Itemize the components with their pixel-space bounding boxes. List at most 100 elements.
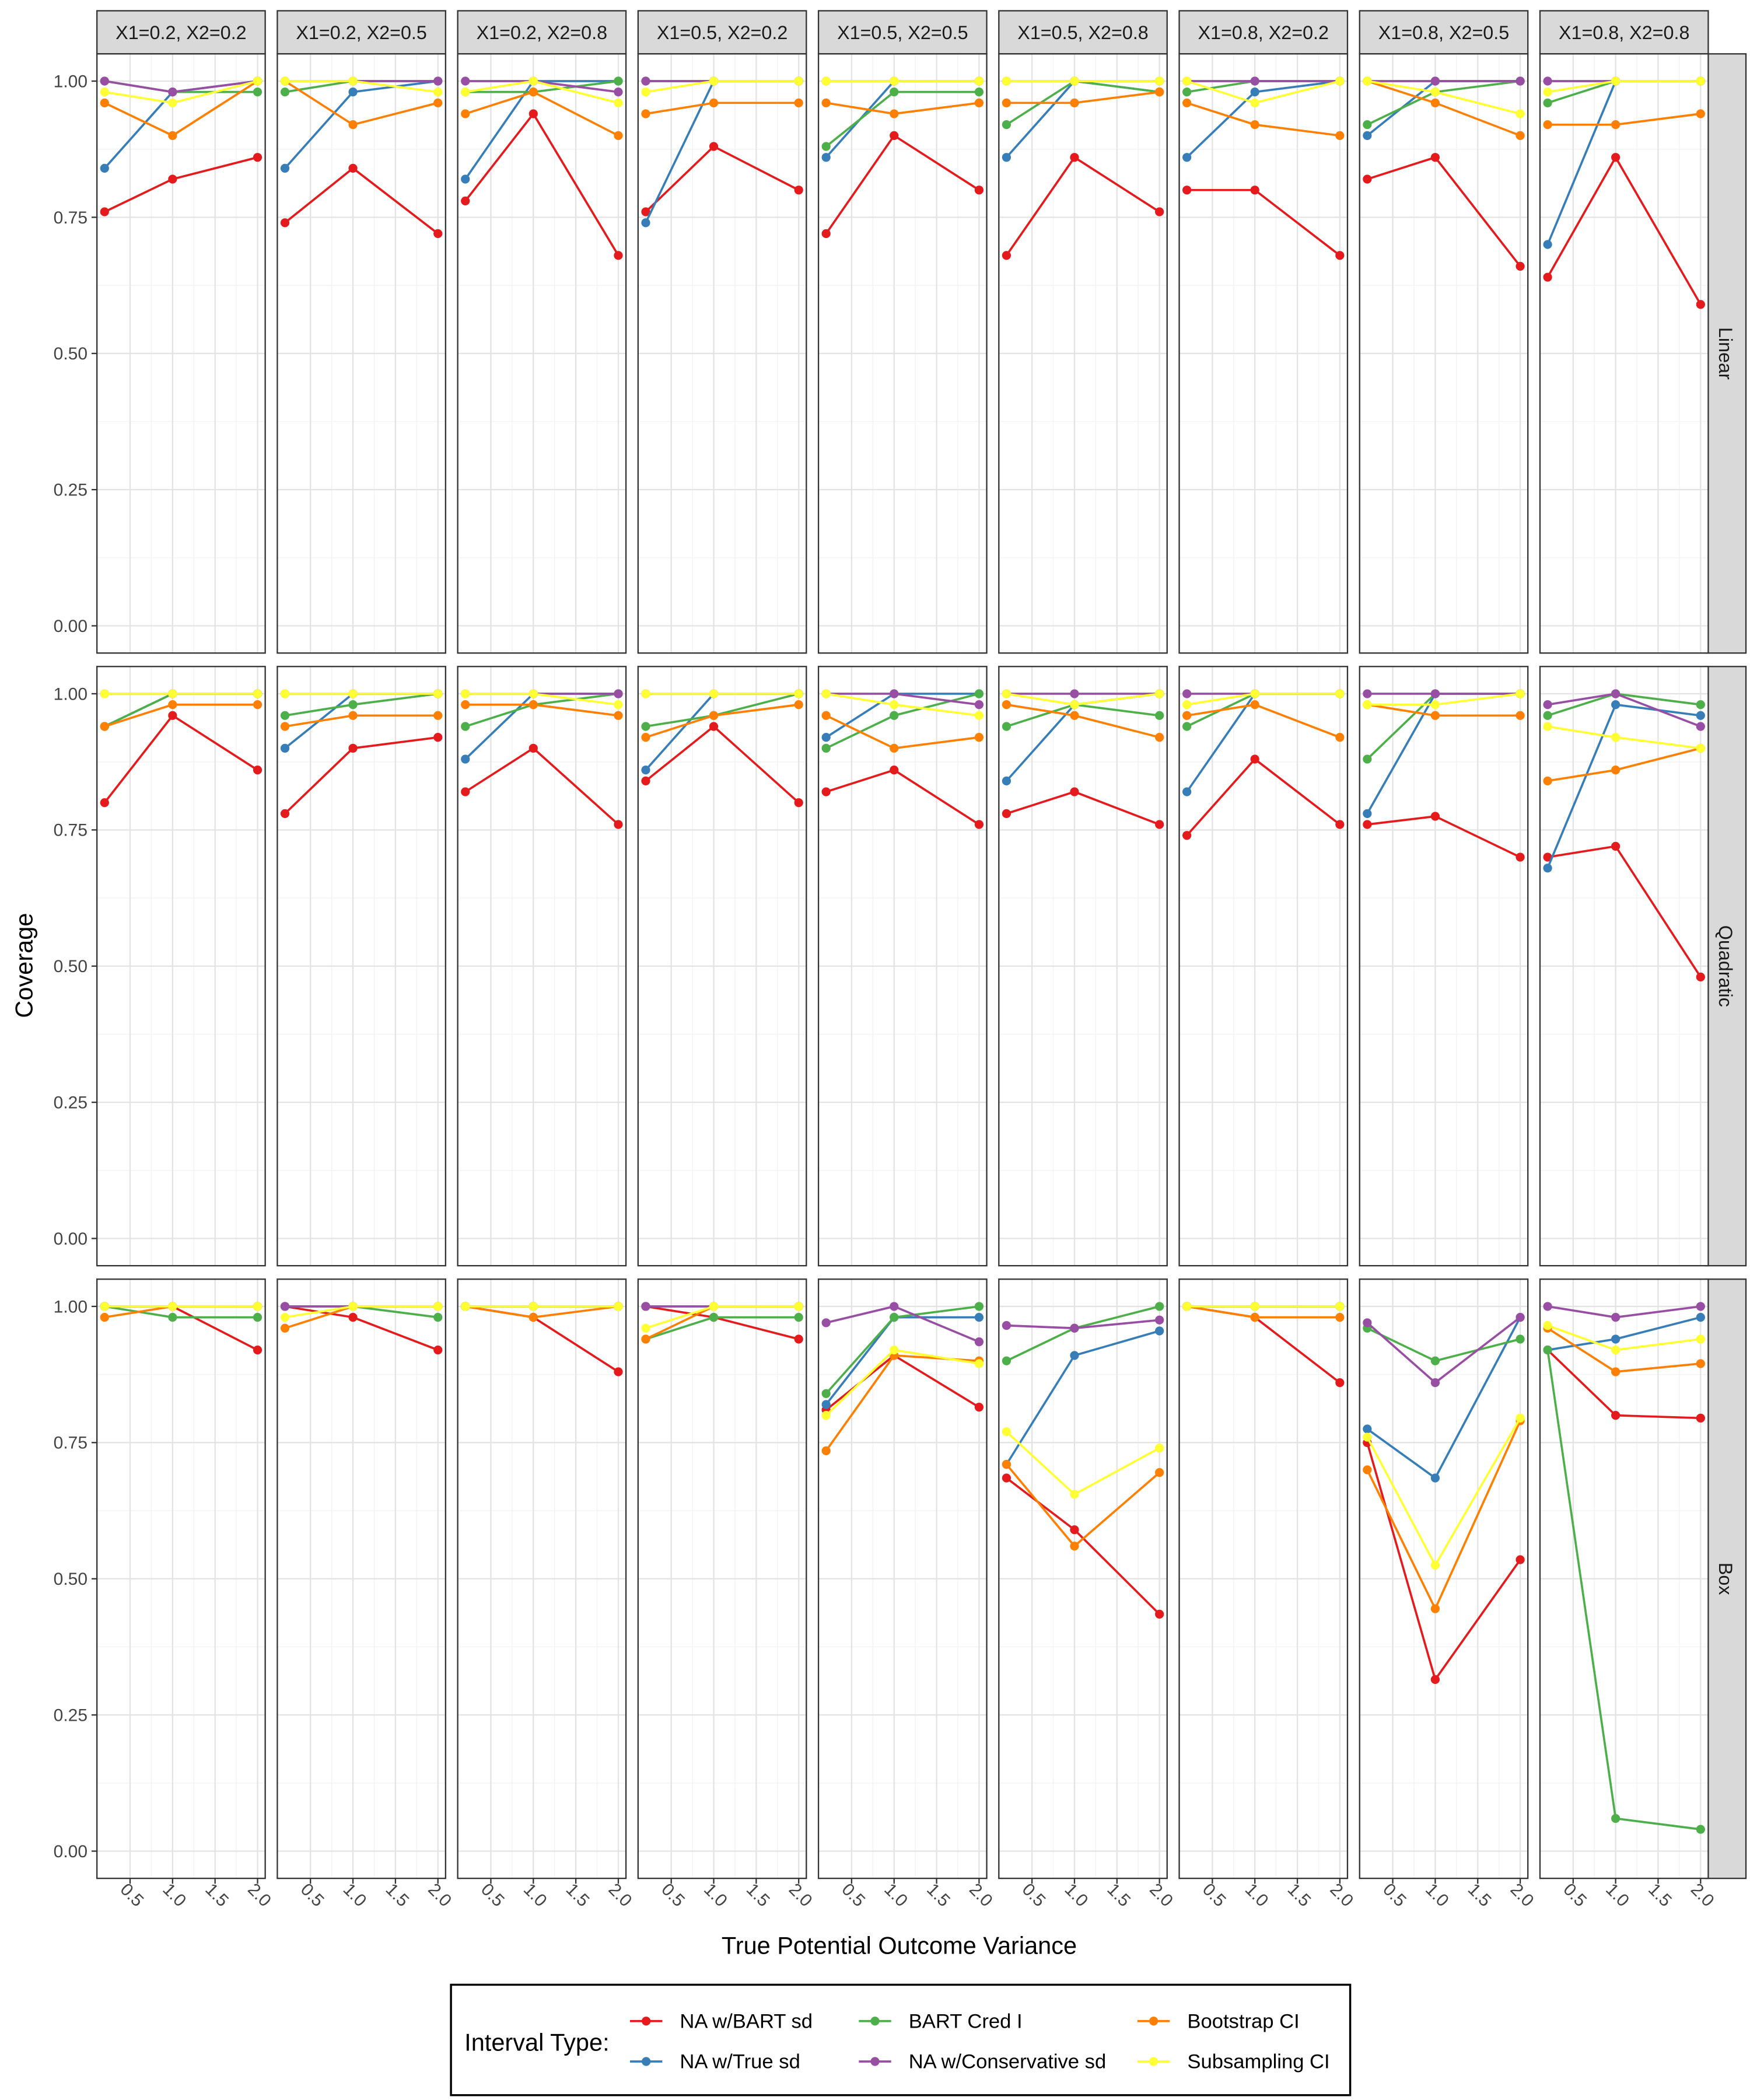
series-point bbox=[1182, 689, 1192, 698]
x-tick-label: 0.5 bbox=[297, 1880, 328, 1911]
series-point bbox=[100, 1302, 109, 1311]
panel bbox=[96, 1278, 266, 1879]
series-point bbox=[1250, 1302, 1259, 1311]
legend-swatch bbox=[1149, 2057, 1158, 2066]
x-tick-label: 0.5 bbox=[117, 1880, 148, 1911]
series-point bbox=[1363, 120, 1372, 130]
series-point bbox=[1002, 1427, 1012, 1437]
series-point bbox=[528, 689, 538, 698]
series-point bbox=[433, 1346, 443, 1355]
series-point bbox=[1430, 1675, 1440, 1685]
series-point bbox=[1611, 1367, 1620, 1376]
series-point bbox=[1182, 700, 1192, 710]
series-point bbox=[100, 798, 109, 808]
series-point bbox=[641, 109, 650, 118]
series-point bbox=[1182, 98, 1192, 107]
x-tick-label: 1.0 bbox=[1422, 1880, 1452, 1911]
series-point bbox=[1363, 1424, 1372, 1434]
series-point bbox=[348, 163, 358, 173]
legend-swatch bbox=[642, 2057, 651, 2066]
series-point bbox=[821, 1318, 831, 1327]
x-tick-label: 1.5 bbox=[562, 1880, 593, 1911]
x-tick-label: 1.0 bbox=[159, 1880, 190, 1911]
series-point bbox=[974, 711, 984, 720]
series-point bbox=[1516, 689, 1525, 698]
series-point bbox=[794, 798, 803, 808]
series-point bbox=[1543, 711, 1552, 720]
facet-label: Box bbox=[1715, 1563, 1736, 1595]
series-point bbox=[1363, 1465, 1372, 1474]
panel bbox=[276, 1278, 447, 1879]
series-point bbox=[1070, 689, 1079, 698]
series-point bbox=[100, 722, 109, 731]
y-tick-label: 0.25 bbox=[54, 481, 88, 500]
panel bbox=[1178, 53, 1349, 654]
series-point bbox=[461, 196, 470, 205]
series-point bbox=[821, 1411, 831, 1420]
panel-border bbox=[637, 53, 807, 654]
series-point bbox=[1155, 733, 1164, 742]
panel-border bbox=[1178, 666, 1349, 1267]
series-point bbox=[890, 700, 899, 710]
panel bbox=[1359, 666, 1529, 1267]
panel bbox=[637, 53, 807, 654]
series-point bbox=[1363, 809, 1372, 818]
series-point bbox=[461, 787, 470, 796]
series-point bbox=[614, 88, 623, 97]
facet-strip bbox=[96, 10, 266, 55]
series-point bbox=[528, 109, 538, 118]
series-point bbox=[821, 733, 831, 742]
series-point bbox=[1002, 251, 1012, 260]
series-point bbox=[461, 722, 470, 731]
series-point bbox=[974, 733, 984, 742]
panel-border bbox=[1359, 53, 1529, 654]
series-point bbox=[433, 1302, 443, 1311]
panel-border bbox=[817, 1278, 988, 1879]
series-point bbox=[253, 1302, 262, 1311]
series-point bbox=[1250, 88, 1259, 97]
series-point bbox=[433, 689, 443, 698]
facet-strip bbox=[1704, 666, 1747, 1267]
series-point bbox=[1002, 722, 1012, 731]
series-point bbox=[100, 689, 109, 698]
series-point bbox=[1070, 1490, 1079, 1499]
facet-label: X1=0.2, X2=0.2 bbox=[116, 22, 246, 43]
series-point bbox=[614, 1367, 623, 1376]
legend-label: NA w/BART sd bbox=[680, 2010, 813, 2032]
panel bbox=[637, 666, 807, 1267]
panel bbox=[1539, 53, 1709, 654]
panel bbox=[817, 666, 988, 1267]
series-point bbox=[890, 766, 899, 775]
series-point bbox=[641, 766, 650, 775]
series-point bbox=[794, 700, 803, 710]
series-point bbox=[1155, 689, 1164, 698]
series-point bbox=[168, 700, 177, 710]
series-point bbox=[641, 733, 650, 742]
series-point bbox=[528, 743, 538, 753]
series-point bbox=[1002, 98, 1012, 107]
x-tick-label: 0.5 bbox=[838, 1880, 869, 1911]
series-point bbox=[1155, 88, 1164, 97]
series-point bbox=[1543, 272, 1552, 282]
x-tick-label: 0.5 bbox=[657, 1880, 688, 1911]
series-point bbox=[1002, 1460, 1012, 1469]
series-point bbox=[974, 1312, 984, 1322]
series-point bbox=[1155, 1444, 1164, 1453]
series-point bbox=[974, 98, 984, 107]
facet-label: X1=0.8, X2=0.8 bbox=[1559, 22, 1689, 43]
series-point bbox=[890, 1312, 899, 1322]
series-point bbox=[461, 754, 470, 764]
panel bbox=[457, 1278, 627, 1879]
series-point bbox=[821, 689, 831, 698]
series-point bbox=[1516, 852, 1525, 862]
series-point bbox=[1363, 689, 1372, 698]
series-point bbox=[100, 207, 109, 216]
series-point bbox=[168, 689, 177, 698]
series-point bbox=[890, 76, 899, 86]
y-tick-label: 0.25 bbox=[54, 1706, 88, 1725]
series-point bbox=[280, 743, 290, 753]
facet-strip bbox=[817, 10, 988, 55]
facet-strip bbox=[1704, 53, 1747, 654]
x-tick-label: 2.0 bbox=[244, 1880, 275, 1911]
series-point bbox=[1611, 766, 1620, 775]
